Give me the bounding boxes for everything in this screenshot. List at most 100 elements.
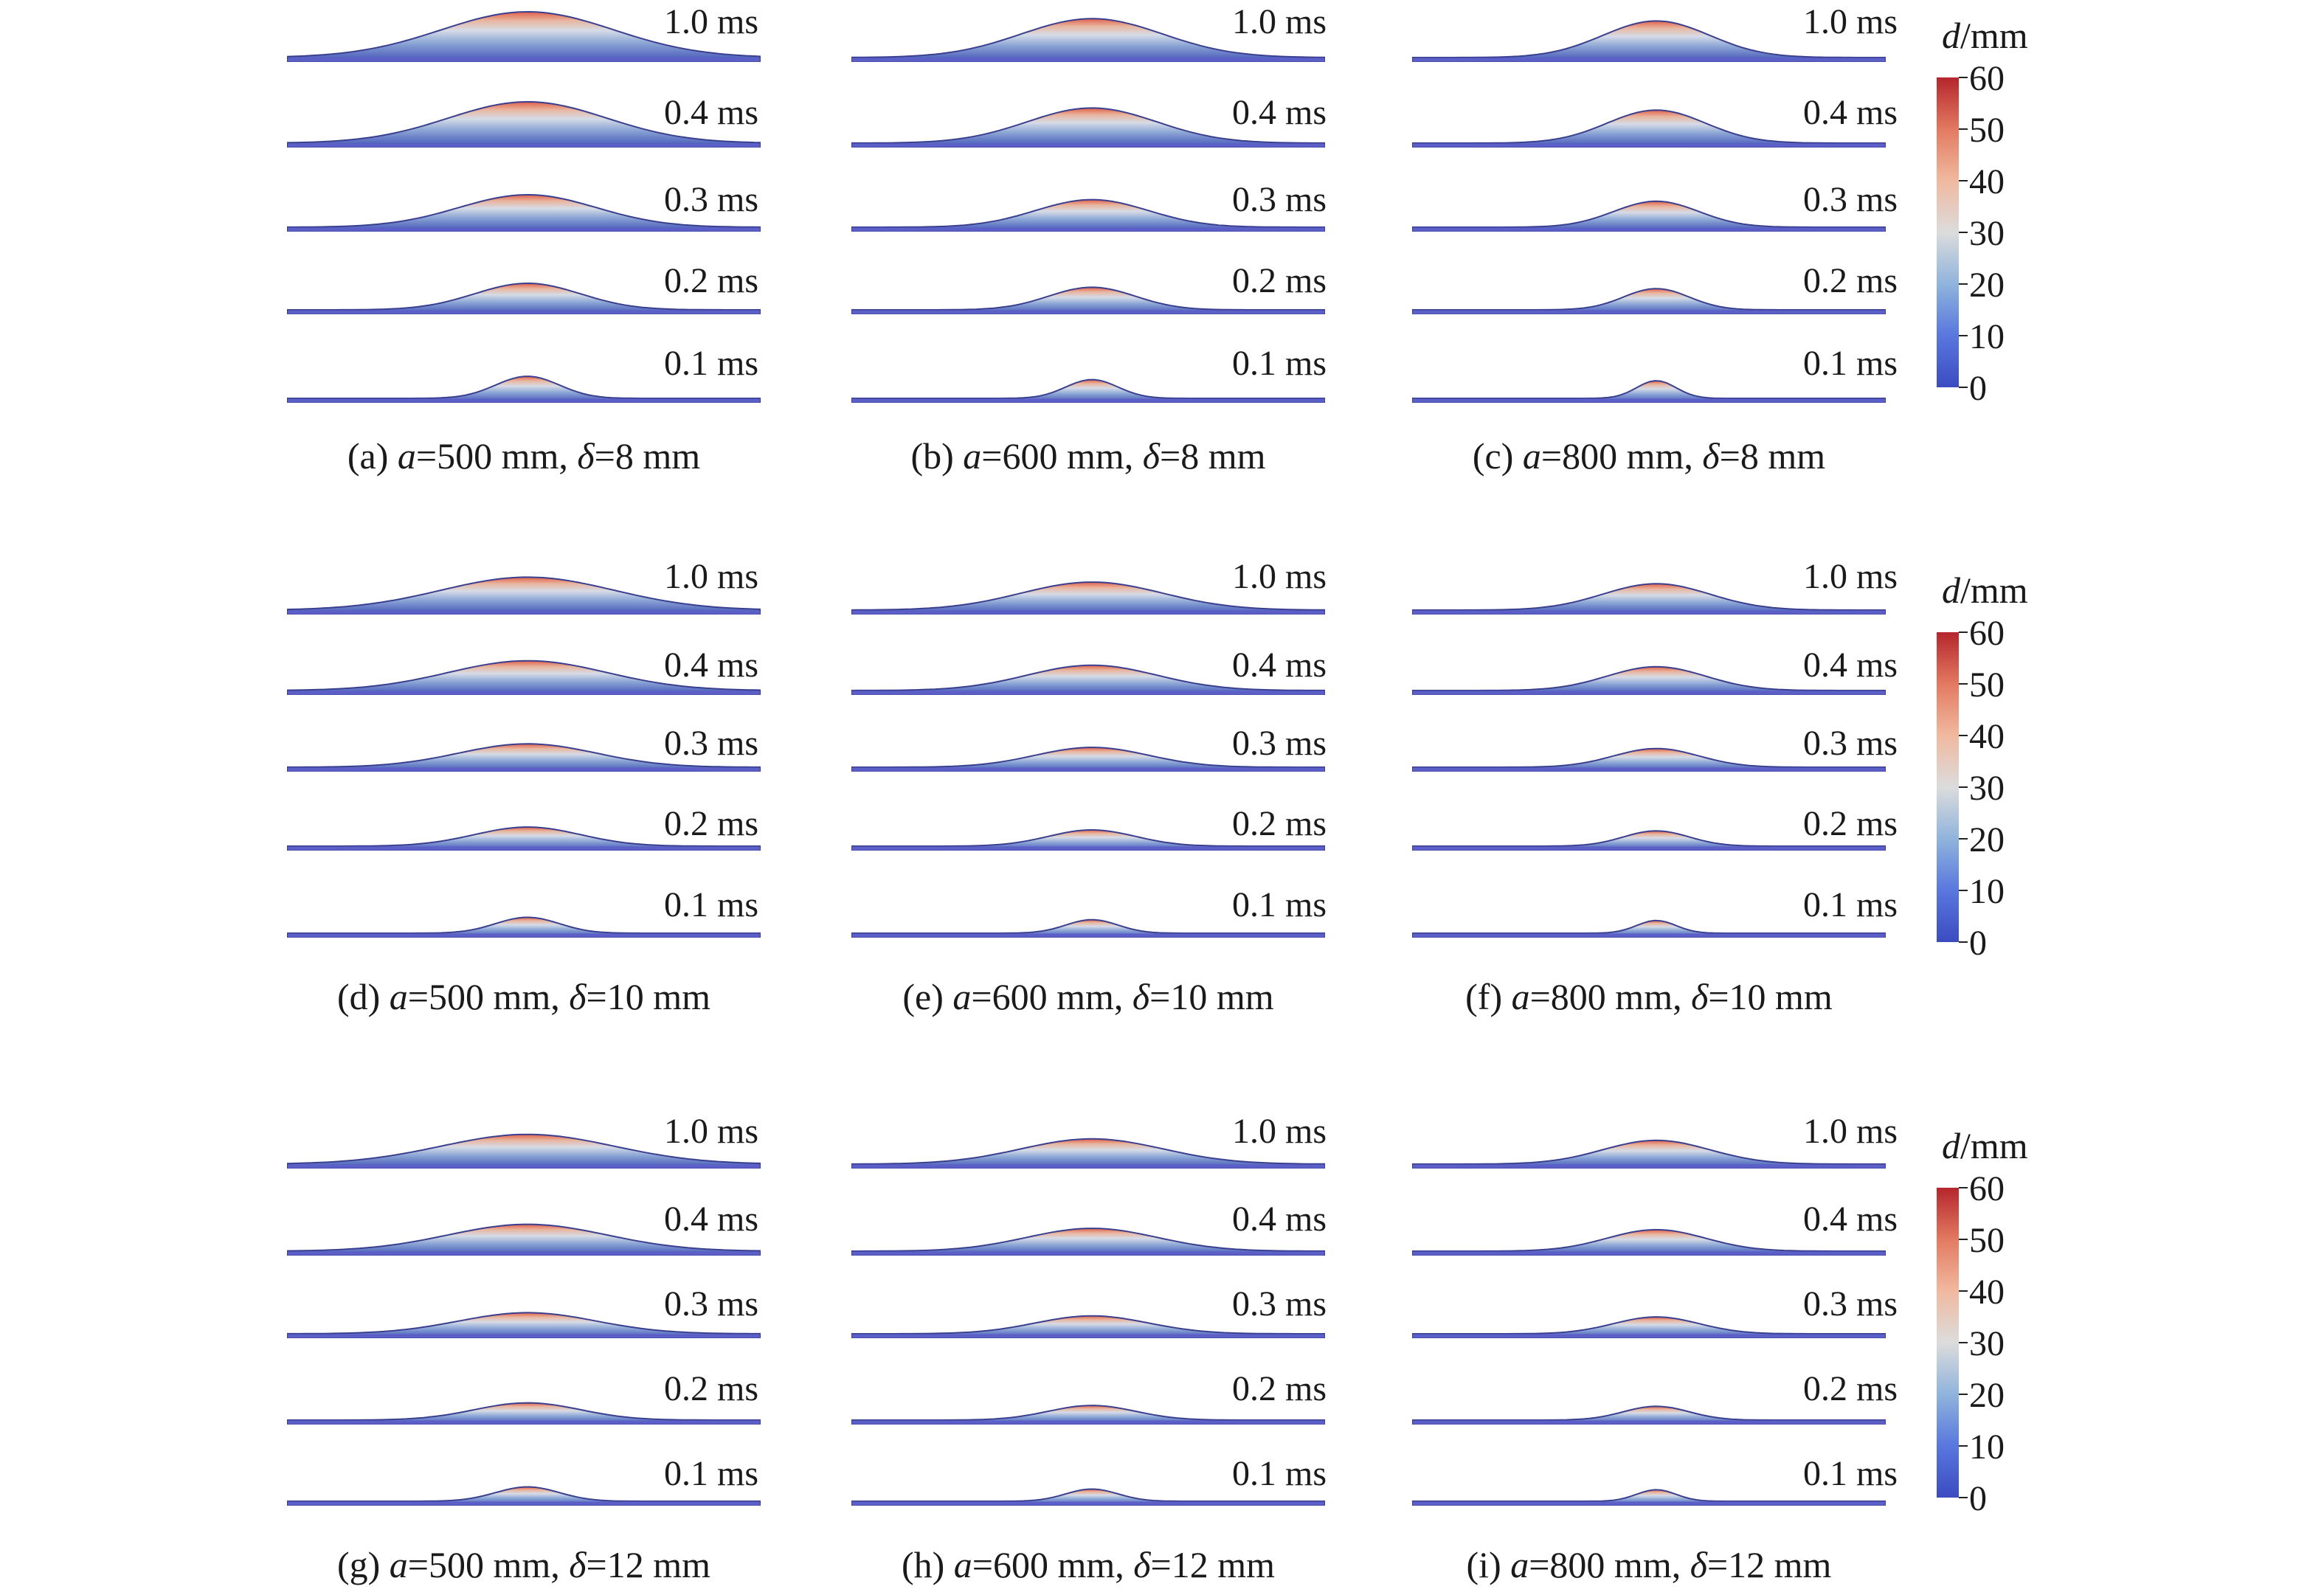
time-label: 0.4 ms xyxy=(664,646,758,685)
time-label: 0.4 ms xyxy=(1232,646,1327,685)
colorbar-title: d/mm xyxy=(1942,570,2028,611)
deflection-profile xyxy=(287,1312,761,1338)
deflection-profile xyxy=(1412,1228,1886,1256)
time-label: 1.0 ms xyxy=(664,557,758,596)
time-label: 1.0 ms xyxy=(1232,1112,1327,1151)
colorbar-gradient xyxy=(1937,77,1959,387)
deflection-profile xyxy=(851,378,1325,403)
deflection-profile xyxy=(287,916,761,938)
deflection-profile xyxy=(1412,1316,1886,1338)
panel-caption: (a) a=500 mm, δ=8 mm xyxy=(347,435,700,477)
time-label: 0.3 ms xyxy=(1803,180,1898,219)
colorbar-tick-label: 0 xyxy=(1969,369,1987,408)
deflection-profile xyxy=(287,100,761,148)
time-label: 0.3 ms xyxy=(664,724,758,763)
colorbar-tick-label: 60 xyxy=(1969,59,2005,98)
time-label: 0.1 ms xyxy=(1803,344,1898,383)
panel-caption: (b) a=600 mm, δ=8 mm xyxy=(910,435,1265,477)
deflection-profile xyxy=(1412,1139,1886,1169)
time-label: 0.3 ms xyxy=(1232,724,1327,763)
deflection-profile xyxy=(287,743,761,772)
time-label: 0.3 ms xyxy=(1803,724,1898,763)
panel-grid: 1.0 ms 0.4 ms 0.3 ms 0.2 ms 0.1 ms (a) a=500 … xyxy=(287,2,1898,1585)
time-label: 0.2 ms xyxy=(1232,804,1327,843)
deflection-profile xyxy=(851,107,1325,148)
colorbar-group: d/mm6050403020100d/mm6050403020100d/mm60… xyxy=(1937,15,2028,1518)
deflection-profile xyxy=(287,1486,761,1506)
panel-c: 1.0 ms 0.4 ms 0.3 ms 0.2 ms 0.1 ms (c) a=800 … xyxy=(1412,2,1898,477)
time-label: 1.0 ms xyxy=(1803,2,1898,41)
colorbar-tick-label: 50 xyxy=(1969,665,2005,705)
time-label: 0.3 ms xyxy=(664,1284,758,1323)
colorbar-tick-label: 0 xyxy=(1969,924,1987,963)
colorbar-title: d/mm xyxy=(1942,1125,2028,1166)
colorbar-tick-label: 0 xyxy=(1969,1479,1987,1518)
colorbar-title: d/mm xyxy=(1942,15,2028,56)
time-label: 1.0 ms xyxy=(1232,2,1327,41)
panel-caption: (d) a=500 mm, δ=10 mm xyxy=(337,976,710,1017)
panel-i: 1.0 ms 0.4 ms 0.3 ms 0.2 ms 0.1 ms (i) a=800 … xyxy=(1412,1112,1898,1585)
deflection-profile xyxy=(287,10,761,62)
time-label: 1.0 ms xyxy=(664,2,758,41)
deflection-profile xyxy=(851,581,1325,615)
time-label: 1.0 ms xyxy=(1232,557,1327,596)
time-label: 0.2 ms xyxy=(1803,1369,1898,1408)
panel-g: 1.0 ms 0.4 ms 0.3 ms 0.2 ms 0.1 ms (g) a=500 … xyxy=(287,1112,761,1585)
deflection-profile xyxy=(287,576,761,615)
time-label: 0.4 ms xyxy=(1803,93,1898,132)
panel-f: 1.0 ms 0.4 ms 0.3 ms 0.2 ms 0.1 ms (f) a=800 … xyxy=(1412,557,1898,1017)
deflection-profile xyxy=(851,18,1325,62)
time-label: 0.2 ms xyxy=(1232,261,1327,300)
time-label: 0.1 ms xyxy=(1803,1454,1898,1493)
deflection-profile xyxy=(851,1315,1325,1338)
panel-caption: (e) a=600 mm, δ=10 mm xyxy=(902,976,1273,1017)
colorbar-tick-label: 40 xyxy=(1969,162,2005,201)
time-label: 1.0 ms xyxy=(1803,557,1898,596)
time-label: 1.0 ms xyxy=(664,1112,758,1151)
colorbar-tick-label: 60 xyxy=(1969,614,2005,653)
deflection-profile xyxy=(1412,288,1886,314)
deflection-profile xyxy=(1412,830,1886,851)
deflection-profile xyxy=(1412,1405,1886,1425)
panel-a: 1.0 ms 0.4 ms 0.3 ms 0.2 ms 0.1 ms (a) a=500 … xyxy=(287,2,761,477)
deflection-profile xyxy=(287,1223,761,1256)
deflection-profile xyxy=(851,1138,1325,1169)
colorbar-tick-label: 60 xyxy=(1969,1169,2005,1208)
time-label: 0.4 ms xyxy=(1803,1200,1898,1239)
colorbar-tick-label: 30 xyxy=(1969,214,2005,253)
deflection-profile xyxy=(1412,109,1886,148)
time-label: 0.4 ms xyxy=(664,93,758,132)
deflection-profile xyxy=(1412,747,1886,772)
time-label: 0.1 ms xyxy=(1232,1454,1327,1493)
deflection-profile xyxy=(851,198,1325,232)
time-label: 0.2 ms xyxy=(1803,261,1898,300)
deflection-profile xyxy=(851,918,1325,938)
panel-b: 1.0 ms 0.4 ms 0.3 ms 0.2 ms 0.1 ms (b) a=600 … xyxy=(851,2,1327,477)
colorbar-tick-label: 10 xyxy=(1969,872,2005,911)
time-label: 0.1 ms xyxy=(1232,344,1327,383)
deflection-profile xyxy=(1412,1489,1886,1506)
time-label: 0.3 ms xyxy=(1232,1284,1327,1323)
deflection-profile xyxy=(851,829,1325,851)
deflection-profile xyxy=(851,747,1325,772)
colorbar-tick-label: 40 xyxy=(1969,717,2005,756)
panel-caption: (h) a=600 mm, δ=12 mm xyxy=(902,1544,1275,1585)
time-label: 0.2 ms xyxy=(664,804,758,843)
deflection-profile xyxy=(1412,583,1886,615)
colorbar-tick-label: 30 xyxy=(1969,1324,2005,1363)
deflection-profile xyxy=(287,1133,761,1169)
time-label: 0.3 ms xyxy=(664,180,758,219)
deflection-profile xyxy=(287,282,761,314)
deflection-profile xyxy=(287,1402,761,1425)
panel-e: 1.0 ms 0.4 ms 0.3 ms 0.2 ms 0.1 ms (e) a=600 … xyxy=(851,557,1327,1017)
time-label: 0.4 ms xyxy=(1232,1200,1327,1239)
colorbar-tick-label: 10 xyxy=(1969,317,2005,356)
deflection-profile xyxy=(1412,919,1886,938)
time-label: 0.1 ms xyxy=(1232,885,1327,924)
time-label: 0.2 ms xyxy=(664,261,758,300)
time-label: 0.1 ms xyxy=(664,1454,758,1493)
panel-d: 1.0 ms 0.4 ms 0.3 ms 0.2 ms 0.1 ms (d) a=500 … xyxy=(287,557,761,1017)
colorbar-tick-label: 50 xyxy=(1969,111,2005,150)
